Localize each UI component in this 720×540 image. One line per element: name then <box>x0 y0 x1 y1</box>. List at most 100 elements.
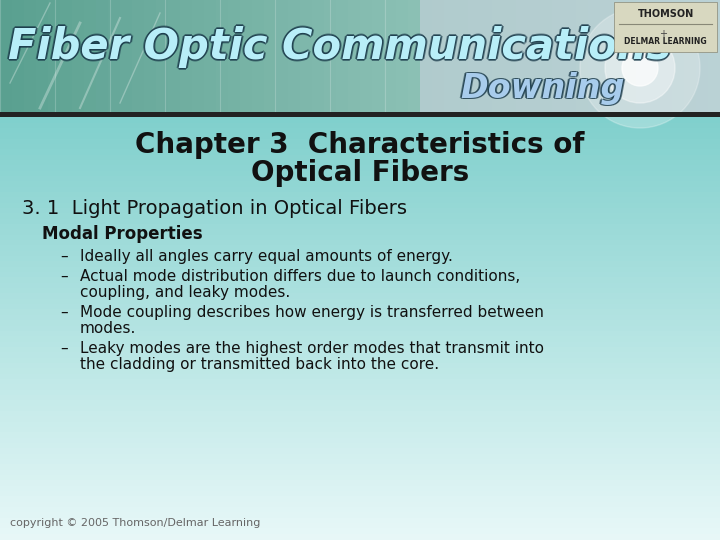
Bar <box>0 389 720 396</box>
Bar <box>0 315 720 321</box>
Bar <box>576 0 589 113</box>
Bar <box>0 379 720 385</box>
Bar <box>300 0 313 113</box>
Bar <box>684 0 697 113</box>
Bar <box>276 0 289 113</box>
Bar <box>96 0 109 113</box>
Bar <box>0 251 720 257</box>
Bar <box>372 0 385 113</box>
Circle shape <box>580 8 700 128</box>
Bar <box>132 0 145 113</box>
Text: –: – <box>60 305 68 320</box>
Bar <box>0 374 720 380</box>
Text: –: – <box>60 341 68 356</box>
Bar <box>552 0 565 113</box>
Bar <box>480 0 493 113</box>
Bar <box>0 320 720 327</box>
Bar <box>0 336 720 342</box>
Bar <box>204 0 217 113</box>
Bar <box>240 0 253 113</box>
Text: Fiber Optic Communications: Fiber Optic Communications <box>8 24 671 66</box>
Bar <box>0 112 720 117</box>
Bar <box>0 480 720 487</box>
Text: Fiber Optic Communications: Fiber Optic Communications <box>9 25 672 68</box>
Text: Downing: Downing <box>459 73 624 106</box>
Bar <box>0 485 720 492</box>
Bar <box>0 240 720 246</box>
Bar <box>0 512 720 518</box>
Bar <box>0 154 720 161</box>
Text: Fiber Optic Communications: Fiber Optic Communications <box>6 26 670 69</box>
Text: –: – <box>60 249 68 264</box>
Text: Downing: Downing <box>461 73 626 106</box>
Bar <box>0 181 720 188</box>
Bar <box>0 502 720 508</box>
Bar <box>0 208 720 214</box>
Bar <box>0 150 720 156</box>
Bar <box>0 187 720 193</box>
Text: coupling, and leaky modes.: coupling, and leaky modes. <box>80 285 290 300</box>
Text: Mode coupling describes how energy is transferred between: Mode coupling describes how energy is tr… <box>80 305 544 320</box>
Bar <box>600 0 613 113</box>
Text: Optical Fibers: Optical Fibers <box>251 159 469 187</box>
Bar <box>648 0 661 113</box>
Bar <box>660 0 673 113</box>
Text: Downing: Downing <box>459 71 624 104</box>
Bar <box>192 0 205 113</box>
Bar <box>60 0 73 113</box>
Bar <box>0 192 720 198</box>
Bar <box>0 491 720 497</box>
Bar <box>408 0 421 113</box>
Bar <box>0 176 720 183</box>
Text: Downing: Downing <box>461 71 626 104</box>
Bar <box>216 0 229 113</box>
Bar <box>456 0 469 113</box>
Bar <box>0 422 720 428</box>
Bar <box>84 0 97 113</box>
Bar <box>468 0 481 113</box>
Bar <box>0 459 720 465</box>
Text: Fiber Optic Communications: Fiber Optic Communications <box>7 25 670 68</box>
Bar <box>0 278 720 284</box>
Bar <box>0 454 720 460</box>
Bar <box>348 0 361 113</box>
Text: modes.: modes. <box>80 321 136 336</box>
Text: Leaky modes are the highest order modes that transmit into: Leaky modes are the highest order modes … <box>80 341 544 356</box>
Bar <box>0 219 720 225</box>
Bar <box>0 272 720 279</box>
Bar <box>0 363 720 369</box>
Bar <box>0 416 720 423</box>
Bar <box>0 448 720 455</box>
Bar <box>0 406 720 412</box>
Bar <box>0 117 720 124</box>
Bar <box>0 261 720 268</box>
Bar <box>0 198 720 204</box>
Text: Ideally all angles carry equal amounts of energy.: Ideally all angles carry equal amounts o… <box>80 249 453 264</box>
Bar <box>696 0 709 113</box>
Bar <box>264 0 277 113</box>
Text: Fiber Optic Communications: Fiber Optic Communications <box>10 26 673 69</box>
Bar <box>0 171 720 177</box>
Bar <box>0 133 720 140</box>
Bar <box>612 0 625 113</box>
Bar <box>0 352 720 359</box>
Bar <box>0 518 720 524</box>
Bar <box>168 0 181 113</box>
Bar <box>0 246 720 252</box>
Bar <box>0 384 720 390</box>
Bar <box>0 464 720 471</box>
Text: Downing: Downing <box>460 72 624 105</box>
Bar <box>564 0 577 113</box>
Bar <box>0 144 720 150</box>
Bar <box>0 288 720 294</box>
Text: Actual mode distribution differs due to launch conditions,: Actual mode distribution differs due to … <box>80 269 521 284</box>
Bar <box>0 224 720 231</box>
Bar <box>708 0 720 113</box>
Bar <box>12 0 25 113</box>
Bar <box>444 0 457 113</box>
Bar <box>0 160 720 166</box>
Bar <box>420 0 433 113</box>
Bar <box>0 304 720 310</box>
Bar <box>360 0 373 113</box>
Circle shape <box>605 33 675 103</box>
